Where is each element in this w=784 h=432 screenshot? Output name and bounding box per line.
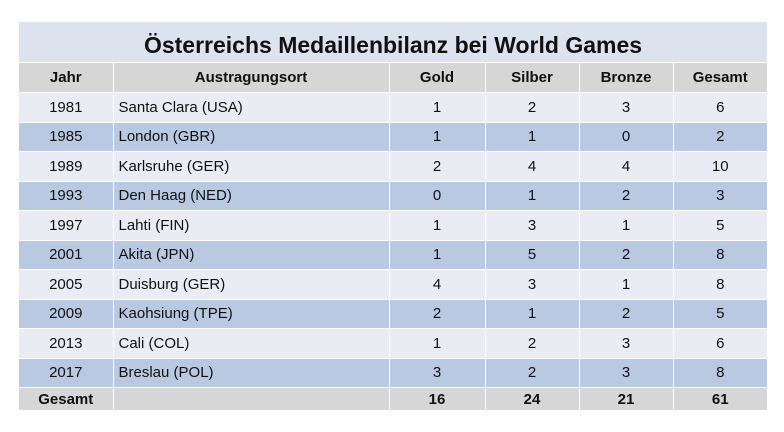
table-row: 2013 Cali (COL) 1 2 3 6 <box>19 328 767 358</box>
cell-austragungsort: Den Haag (NED) <box>112 180 389 211</box>
cell-jahr: 1997 <box>19 210 113 240</box>
table-title: Österreichs Medaillenbilanz bei World Ga… <box>19 22 767 62</box>
cell-gesamt: 10 <box>672 151 767 181</box>
cell-jahr: 2005 <box>19 269 113 299</box>
cell-bronze: 1 <box>578 210 673 240</box>
cell-gold: 3 <box>388 357 485 388</box>
cell-silber: 1 <box>484 121 579 152</box>
cell-gold: 1 <box>388 210 485 240</box>
cell-gesamt: 5 <box>672 298 767 329</box>
cell-gesamt: 2 <box>672 121 767 152</box>
cell-austragungsort: Karlsruhe (GER) <box>112 151 389 181</box>
cell-gold: 0 <box>388 180 485 211</box>
cell-austragungsort: London (GBR) <box>112 121 389 152</box>
table-row: 1997 Lahti (FIN) 1 3 1 5 <box>19 210 767 240</box>
cell-silber: 3 <box>484 210 579 240</box>
header-jahr: Jahr <box>19 62 113 93</box>
cell-silber: 1 <box>484 180 579 211</box>
cell-silber: 2 <box>484 92 579 122</box>
cell-gesamt: 6 <box>672 328 767 358</box>
total-silber: 24 <box>484 387 579 410</box>
cell-jahr: 2001 <box>19 239 113 270</box>
cell-silber: 2 <box>484 328 579 358</box>
cell-bronze: 4 <box>578 151 673 181</box>
cell-jahr: 2013 <box>19 328 113 358</box>
total-label: Gesamt <box>19 387 113 410</box>
total-row: Gesamt 16 24 21 61 <box>19 387 767 410</box>
cell-gold: 2 <box>388 151 485 181</box>
cell-austragungsort: Akita (JPN) <box>112 239 389 270</box>
header-gesamt: Gesamt <box>672 62 767 93</box>
header-austragungsort: Austragungsort <box>112 62 389 93</box>
cell-gold: 2 <box>388 298 485 329</box>
cell-gold: 1 <box>388 121 485 152</box>
cell-jahr: 1993 <box>19 180 113 211</box>
cell-bronze: 1 <box>578 269 673 299</box>
cell-silber: 1 <box>484 298 579 329</box>
table-row: 1989 Karlsruhe (GER) 2 4 4 10 <box>19 151 767 181</box>
cell-jahr: 1989 <box>19 151 113 181</box>
total-bronze: 21 <box>578 387 673 410</box>
cell-bronze: 3 <box>578 328 673 358</box>
table-row: 2017 Breslau (POL) 3 2 3 8 <box>19 357 767 388</box>
header-bronze: Bronze <box>578 62 673 93</box>
cell-bronze: 2 <box>578 239 673 270</box>
cell-jahr: 2009 <box>19 298 113 329</box>
cell-gold: 1 <box>388 92 485 122</box>
cell-bronze: 0 <box>578 121 673 152</box>
table-row: 1985 London (GBR) 1 1 0 2 <box>19 121 767 152</box>
total-gold: 16 <box>388 387 485 410</box>
cell-austragungsort: Duisburg (GER) <box>112 269 389 299</box>
cell-silber: 3 <box>484 269 579 299</box>
cell-bronze: 2 <box>578 180 673 211</box>
total-gesamt: 61 <box>672 387 767 410</box>
cell-austragungsort: Kaohsiung (TPE) <box>112 298 389 329</box>
header-gold: Gold <box>388 62 485 93</box>
header-row: Jahr Austragungsort Gold Silber Bronze G… <box>19 62 767 93</box>
cell-austragungsort: Santa Clara (USA) <box>112 92 389 122</box>
table-row: 1981 Santa Clara (USA) 1 2 3 6 <box>19 92 767 122</box>
cell-bronze: 3 <box>578 92 673 122</box>
cell-bronze: 2 <box>578 298 673 329</box>
table-row: 2009 Kaohsiung (TPE) 2 1 2 5 <box>19 298 767 329</box>
table-row: 1993 Den Haag (NED) 0 1 2 3 <box>19 180 767 211</box>
cell-gold: 1 <box>388 328 485 358</box>
cell-gesamt: 6 <box>672 92 767 122</box>
cell-gesamt: 8 <box>672 239 767 270</box>
cell-austragungsort: Cali (COL) <box>112 328 389 358</box>
cell-austragungsort: Breslau (POL) <box>112 357 389 388</box>
cell-gesamt: 5 <box>672 210 767 240</box>
cell-gold: 1 <box>388 239 485 270</box>
total-austragungsort <box>112 387 389 410</box>
cell-austragungsort: Lahti (FIN) <box>112 210 389 240</box>
cell-silber: 5 <box>484 239 579 270</box>
cell-jahr: 2017 <box>19 357 113 388</box>
cell-jahr: 1985 <box>19 121 113 152</box>
header-silber: Silber <box>484 62 579 93</box>
table-row: 2005 Duisburg (GER) 4 3 1 8 <box>19 269 767 299</box>
cell-gesamt: 8 <box>672 357 767 388</box>
cell-silber: 2 <box>484 357 579 388</box>
cell-jahr: 1981 <box>19 92 113 122</box>
cell-silber: 4 <box>484 151 579 181</box>
medal-table: Jahr Austragungsort Gold Silber Bronze G… <box>19 62 767 410</box>
cell-gesamt: 3 <box>672 180 767 211</box>
medal-table-panel: Österreichs Medaillenbilanz bei World Ga… <box>19 22 767 410</box>
cell-bronze: 3 <box>578 357 673 388</box>
cell-gesamt: 8 <box>672 269 767 299</box>
cell-gold: 4 <box>388 269 485 299</box>
table-row: 2001 Akita (JPN) 1 5 2 8 <box>19 239 767 270</box>
